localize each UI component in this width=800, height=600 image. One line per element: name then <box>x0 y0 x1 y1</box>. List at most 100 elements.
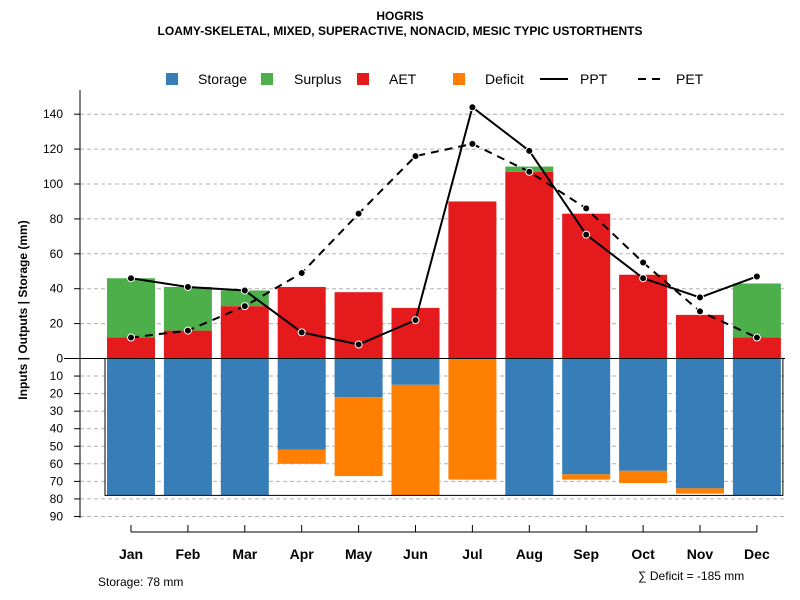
ppt-point <box>127 274 135 283</box>
y-axis-label: Inputs | Outputs | Storage (mm) <box>16 220 30 399</box>
y-tick-label: 140 <box>43 107 63 121</box>
storage-bar <box>505 358 554 496</box>
storage-bar <box>676 358 724 489</box>
x-tick-label: Jul <box>462 546 482 562</box>
legend-label-pet: PET <box>676 71 704 87</box>
x-tick-label: Sep <box>573 546 599 562</box>
aet-bar <box>676 314 724 359</box>
y-tick-label: 120 <box>43 142 63 156</box>
y-tick-label: 0 <box>56 352 63 366</box>
y-tick-label: 40 <box>50 422 64 436</box>
legend-label-storage: Storage <box>198 71 247 87</box>
x-tick-label: Mar <box>232 546 257 562</box>
y-tick-label: 20 <box>50 317 64 331</box>
storage-bar <box>732 358 781 496</box>
x-tick-label: Dec <box>744 546 770 562</box>
legend-label-ppt: PPT <box>580 71 608 87</box>
pet-point <box>297 268 306 277</box>
pet-point <box>411 152 420 161</box>
storage-bar <box>391 358 440 385</box>
legend-label-aet: AET <box>389 71 417 87</box>
ppt-point <box>297 328 306 337</box>
legend-label-deficit: Deficit <box>485 71 524 87</box>
deficit-bar <box>562 474 611 480</box>
x-tick-label: Feb <box>175 546 200 562</box>
storage-bar <box>163 358 212 496</box>
aet-bar <box>505 171 554 359</box>
aet-bar <box>732 337 781 359</box>
deficit-note: ∑ Deficit = -185 mm <box>638 569 745 583</box>
storage-bar <box>107 358 155 496</box>
ppt-point <box>354 340 363 349</box>
storage-note: Storage: 78 mm <box>98 575 184 589</box>
deficit-bar <box>448 358 497 480</box>
storage-bar <box>334 358 383 398</box>
y-tick-label: 30 <box>50 404 64 418</box>
ppt-point <box>525 146 534 155</box>
pet-point <box>582 204 591 213</box>
legend-label-surplus: Surplus <box>294 71 341 87</box>
deficit-bar <box>619 470 668 484</box>
y-tick-label: 60 <box>50 457 64 471</box>
y-tick-label: 90 <box>50 509 64 523</box>
x-tick-label: Oct <box>631 546 655 562</box>
ppt-line <box>130 105 758 346</box>
ppt-point <box>582 230 591 239</box>
deficit-bar <box>391 384 440 496</box>
ppt-point <box>696 293 704 302</box>
storage-bar <box>277 358 326 450</box>
legend-swatch-surplus <box>261 73 273 85</box>
aet-bar <box>448 201 497 359</box>
x-tick-label: May <box>345 546 372 562</box>
y-tick-label: 70 <box>50 474 64 488</box>
storage-bar <box>619 358 668 471</box>
x-tick-label: Jun <box>403 546 428 562</box>
x-tick-label: Apr <box>290 546 315 562</box>
y-tick-label: 100 <box>43 177 63 191</box>
surplus-bar <box>732 283 781 338</box>
x-tick-label: Jan <box>119 546 143 562</box>
aet-bar <box>334 292 383 359</box>
aet-bar <box>391 307 440 359</box>
legend-swatch-storage <box>166 73 178 85</box>
aet-bar <box>163 330 212 359</box>
ppt-point <box>468 103 477 112</box>
pet-point <box>696 307 704 316</box>
deficit-bar <box>676 488 724 494</box>
chart-title: HOGRIS <box>376 9 424 23</box>
ppt-point <box>240 286 249 295</box>
y-tick-label: 80 <box>50 212 64 226</box>
aet-bar <box>277 286 326 359</box>
y-tick-label: 40 <box>50 282 64 296</box>
pet-point <box>752 333 761 342</box>
deficit-bar <box>334 397 383 477</box>
storage-bar <box>562 358 611 475</box>
aet-bar <box>220 306 269 359</box>
y-tick-label: 80 <box>50 492 64 506</box>
chart-subtitle: LOAMY-SKELETAL, MIXED, SUPERACTIVE, NONA… <box>157 24 643 38</box>
storage-bar <box>220 358 269 496</box>
ppt-point <box>411 316 420 325</box>
pet-point <box>354 209 363 218</box>
pet-point <box>240 302 249 311</box>
y-tick-label: 20 <box>50 387 64 401</box>
ppt-point <box>183 282 192 291</box>
deficit-bar <box>277 449 326 464</box>
legend-swatch-aet <box>357 73 369 85</box>
ppt-point <box>639 274 648 283</box>
ppt-point <box>752 272 761 281</box>
pet-point <box>183 326 192 335</box>
surplus-bar <box>220 290 269 307</box>
y-tick-label: 10 <box>50 369 64 383</box>
pet-point <box>525 167 534 176</box>
pet-point <box>468 139 477 148</box>
x-tick-label: Aug <box>516 546 543 562</box>
aet-bar <box>107 337 155 359</box>
legend-swatch-deficit <box>453 73 465 85</box>
pet-point <box>639 258 648 267</box>
aet-bar <box>619 274 668 359</box>
y-tick-label: 50 <box>50 439 64 453</box>
surplus-bar <box>107 278 155 338</box>
y-tick-label: 60 <box>50 247 64 261</box>
